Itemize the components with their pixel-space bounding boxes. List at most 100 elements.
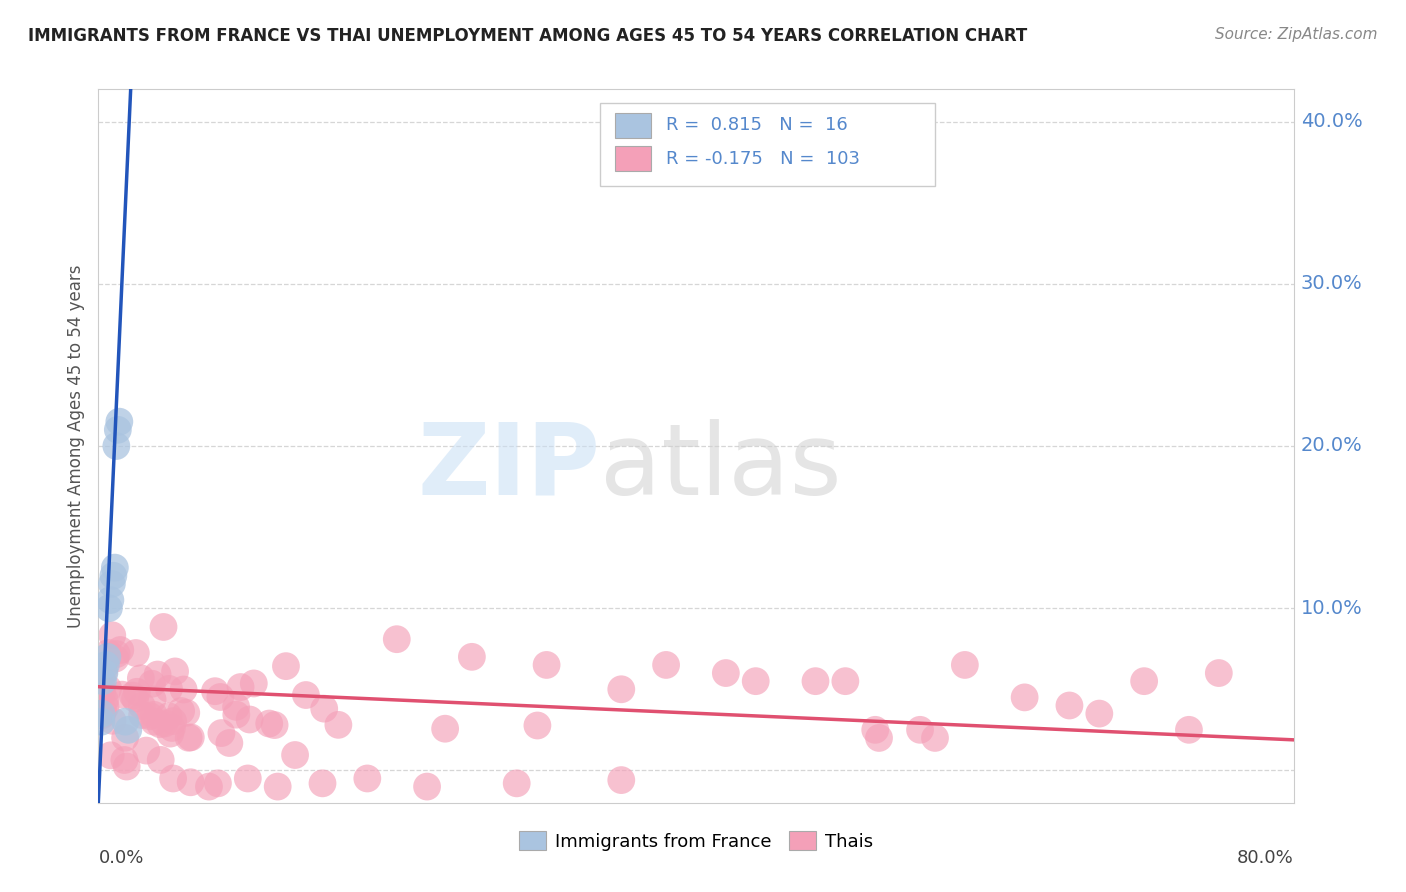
Text: atlas: atlas — [600, 419, 842, 516]
Point — [225, 707, 247, 722]
Point — [162, 714, 184, 728]
Text: 30.0%: 30.0% — [1301, 275, 1362, 293]
Point — [90, 679, 112, 693]
FancyBboxPatch shape — [600, 103, 935, 186]
Point — [112, 753, 135, 767]
Point — [610, 773, 633, 788]
Point — [160, 721, 183, 735]
Point — [908, 723, 931, 737]
Point — [91, 685, 114, 699]
Point — [526, 718, 548, 732]
Point — [142, 707, 165, 722]
Point — [953, 657, 976, 672]
Point — [124, 691, 146, 706]
Point — [131, 708, 153, 723]
Point — [115, 759, 138, 773]
Point — [655, 657, 678, 672]
Point — [834, 674, 856, 689]
Y-axis label: Unemployment Among Ages 45 to 54 years: Unemployment Among Ages 45 to 54 years — [66, 264, 84, 628]
Point — [162, 772, 184, 786]
Point — [804, 674, 827, 689]
Point — [236, 772, 259, 786]
Text: ZIP: ZIP — [418, 419, 600, 516]
Point — [157, 681, 180, 696]
Point — [91, 708, 114, 723]
Point — [434, 722, 457, 736]
Text: R = -0.175   N =  103: R = -0.175 N = 103 — [666, 150, 860, 168]
Point — [135, 743, 157, 757]
Text: IMMIGRANTS FROM FRANCE VS THAI UNEMPLOYMENT AMONG AGES 45 TO 54 YEARS CORRELATIO: IMMIGRANTS FROM FRANCE VS THAI UNEMPLOYM… — [28, 27, 1028, 45]
FancyBboxPatch shape — [614, 112, 651, 137]
Point — [356, 772, 378, 786]
Point — [93, 665, 115, 679]
Point — [209, 726, 232, 740]
Point — [1178, 723, 1201, 737]
Point — [117, 723, 139, 737]
Point — [165, 665, 187, 679]
Point — [108, 415, 131, 429]
Point — [239, 713, 262, 727]
Point — [1088, 706, 1111, 721]
Point — [243, 676, 266, 690]
Point — [157, 709, 180, 723]
Point — [105, 647, 128, 661]
Point — [461, 649, 484, 664]
Point — [257, 716, 280, 731]
Point — [209, 690, 232, 704]
Point — [100, 748, 122, 763]
Point — [143, 714, 166, 729]
Point — [284, 747, 307, 762]
Point — [101, 577, 124, 591]
Point — [101, 628, 124, 642]
Point — [97, 646, 120, 660]
Point — [865, 723, 887, 737]
Text: 40.0%: 40.0% — [1301, 112, 1362, 131]
Point — [868, 731, 890, 745]
Text: R =  0.815   N =  16: R = 0.815 N = 16 — [666, 116, 848, 134]
Point — [229, 680, 252, 694]
Point — [328, 718, 350, 732]
Point — [97, 601, 120, 615]
Point — [91, 704, 114, 718]
Point — [129, 671, 152, 685]
Point — [610, 682, 633, 697]
Point — [385, 632, 408, 647]
Point — [90, 706, 112, 721]
Point — [93, 666, 115, 681]
Point — [225, 699, 247, 714]
Point — [218, 736, 240, 750]
Point — [141, 677, 163, 691]
Point — [91, 674, 114, 689]
Point — [125, 646, 148, 660]
Legend: Immigrants from France, Thais: Immigrants from France, Thais — [512, 824, 880, 858]
Point — [274, 659, 297, 673]
Point — [98, 593, 122, 607]
Point — [139, 709, 162, 723]
Point — [111, 688, 134, 702]
Point — [96, 649, 118, 664]
Point — [180, 731, 202, 745]
Point — [105, 439, 128, 453]
Point — [159, 726, 181, 740]
Text: Source: ZipAtlas.com: Source: ZipAtlas.com — [1215, 27, 1378, 42]
Text: 10.0%: 10.0% — [1301, 599, 1362, 617]
Point — [104, 651, 127, 665]
Point — [173, 682, 195, 697]
Point — [1014, 690, 1036, 705]
Point — [114, 714, 136, 729]
Point — [506, 776, 529, 790]
Point — [174, 706, 197, 720]
Point — [107, 423, 129, 437]
Point — [1133, 674, 1156, 689]
Point — [149, 753, 172, 767]
Point — [153, 716, 176, 731]
Point — [114, 731, 136, 745]
Text: 80.0%: 80.0% — [1237, 849, 1294, 867]
Point — [103, 568, 125, 582]
Point — [101, 714, 124, 728]
Point — [1059, 698, 1081, 713]
Point — [94, 657, 117, 672]
Point — [263, 718, 285, 732]
Point — [177, 731, 200, 745]
Point — [924, 731, 946, 745]
